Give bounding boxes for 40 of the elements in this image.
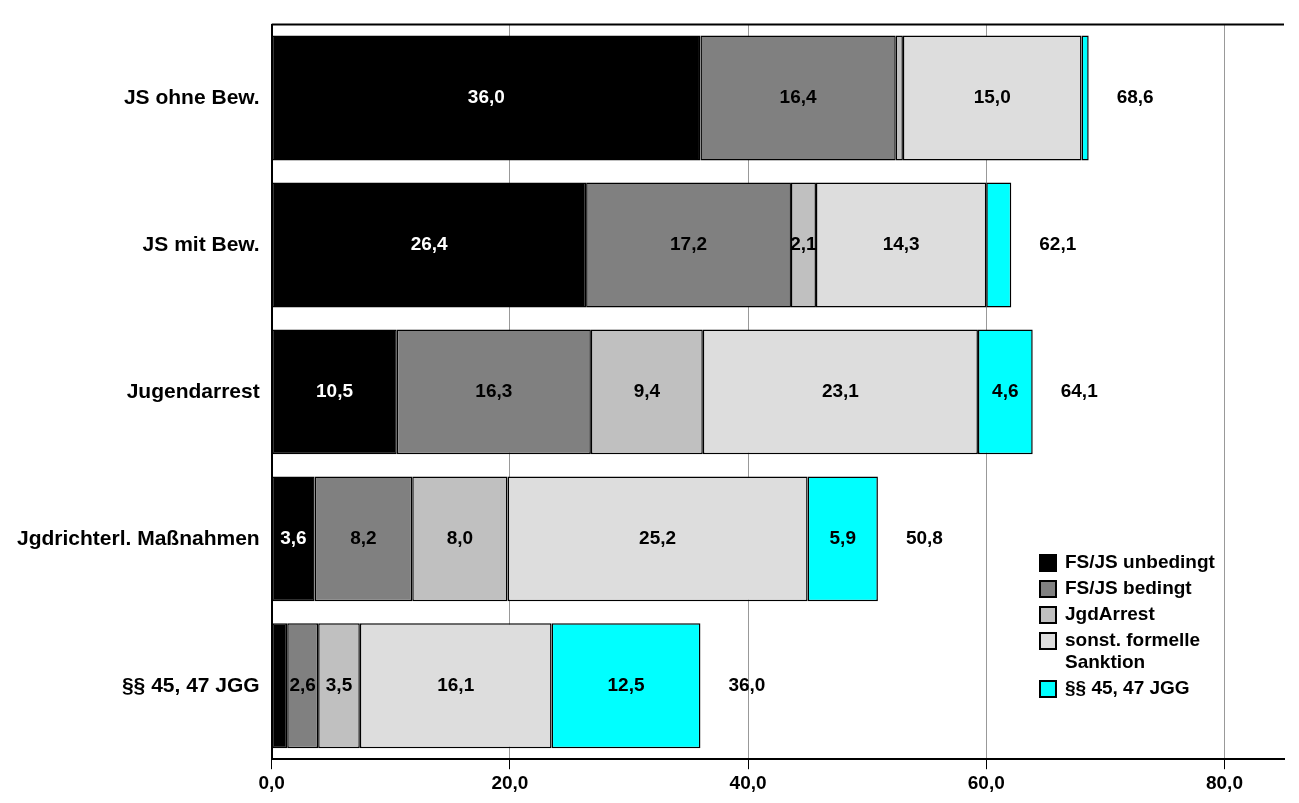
total-label: 36,0 <box>728 673 766 695</box>
data-label: 25,2 <box>639 527 677 549</box>
data-label: 5,9 <box>829 527 856 549</box>
data-label: 10,5 <box>315 380 354 402</box>
y-tick-label: Jugendarrest <box>126 378 260 402</box>
data-label: 3,5 <box>325 673 353 695</box>
x-tick-label: 0,0 <box>258 771 285 793</box>
data-label: 16,3 <box>475 380 513 402</box>
x-tick-label: 20,0 <box>491 771 529 793</box>
y-tick-label: JS ohne Bew. <box>123 84 260 108</box>
data-label: 3,6 <box>280 527 307 549</box>
x-tick-label: 80,0 <box>1205 771 1243 793</box>
y-tick-label: Jgdrichterl. Maßnahmen <box>16 525 260 549</box>
data-label: 14,3 <box>882 233 920 255</box>
legend-label: sonst. formelle Sanktion <box>1065 629 1202 673</box>
x-tick-label: 60,0 <box>967 771 1005 793</box>
y-tick-label: JS mit Bew. <box>142 231 260 255</box>
data-label: 26,4 <box>410 233 449 255</box>
data-label: 12,5 <box>607 673 645 695</box>
legend-label: FS/JS unbedingt <box>1065 551 1215 573</box>
legend-label: FS/JS bedingt <box>1065 577 1192 599</box>
total-label: 62,1 <box>1039 233 1077 255</box>
data-label: 8,2 <box>350 527 377 549</box>
data-label: 23,1 <box>821 380 860 402</box>
data-label: 17,2 <box>670 233 708 255</box>
legend-label: JgdArrest <box>1065 603 1155 625</box>
data-label: 15,0 <box>973 86 1011 108</box>
total-label: 68,6 <box>1116 86 1154 108</box>
data-label: 36,0 <box>467 86 505 108</box>
data-label: 8,0 <box>446 527 474 549</box>
total-label: 64,1 <box>1060 380 1099 402</box>
data-label: 9,4 <box>633 380 661 402</box>
data-label: 4,6 <box>992 380 1019 402</box>
total-label: 50,8 <box>905 527 943 549</box>
x-tick-label: 40,0 <box>729 771 767 793</box>
data-label: 16,4 <box>779 86 818 108</box>
data-label: 16,1 <box>437 673 475 695</box>
legend-label: §§ 45, 47 JGG <box>1065 677 1190 699</box>
data-label: 2,6 <box>289 673 316 695</box>
y-tick-label: §§ 45, 47 JGG <box>121 672 260 696</box>
